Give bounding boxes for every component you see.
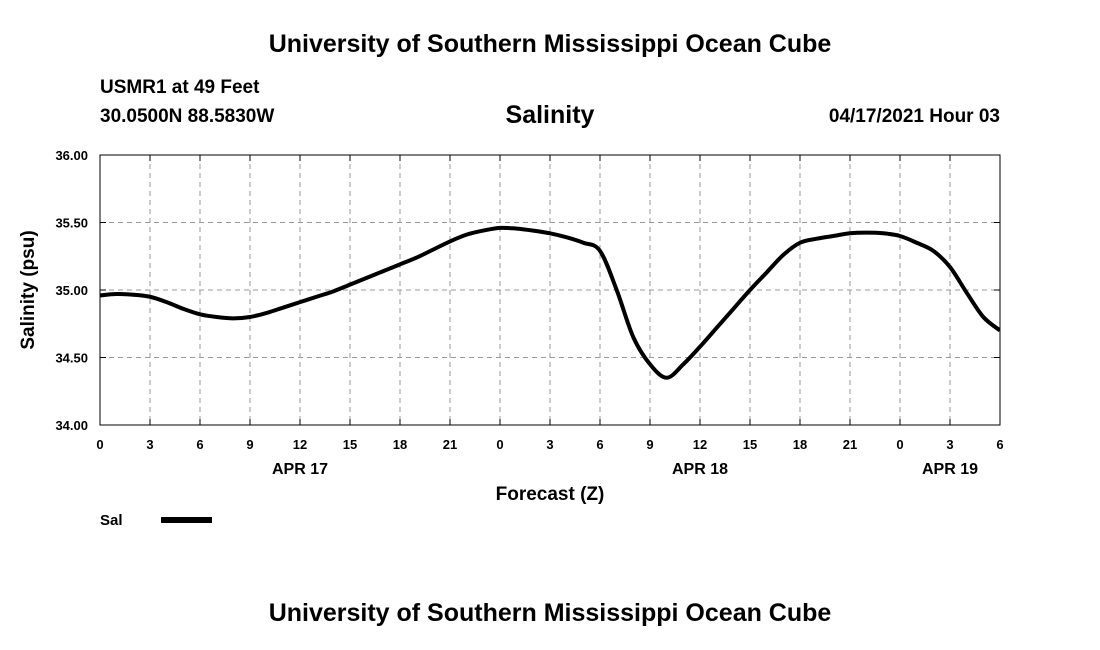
x-tick-label: 0 (96, 437, 103, 452)
x-axis-title: Forecast (Z) (496, 484, 605, 505)
y-tick-label: 36.00 (55, 148, 88, 163)
y-tick-label: 34.50 (55, 351, 88, 366)
x-tick-label: 3 (146, 437, 153, 452)
day-label: APR 17 (272, 461, 328, 478)
x-tick-label: 3 (546, 437, 553, 452)
axis-labels: 0 3 6 9 12 15 18 21 0 3 6 9 12 15 18 21 0 3 6 34.00 34.50 35.… (18, 148, 1004, 505)
x-tick-label: 12 (293, 437, 307, 452)
x-tick-label: 15 (743, 437, 757, 452)
x-tick-label: 9 (646, 437, 653, 452)
y-axis-title: Salinity (psu) (18, 230, 39, 349)
parameter-title: Salinity (505, 101, 595, 129)
x-tick-label: 9 (246, 437, 253, 452)
x-tick-label: 0 (496, 437, 503, 452)
x-tick-label: 21 (443, 437, 457, 452)
series-layer (100, 225, 1000, 380)
x-tick-label: 12 (693, 437, 707, 452)
x-tick-label: 6 (996, 437, 1003, 452)
day-label: APR 19 (922, 461, 978, 478)
x-tick-label: 18 (793, 437, 807, 452)
chart-title: University of Southern Mississippi Ocean… (268, 30, 832, 58)
legend: Sal (100, 512, 212, 529)
x-tick-label: 6 (596, 437, 603, 452)
y-tick-label: 35.00 (55, 283, 88, 298)
station-label: USMR1 at 49 Feet (100, 77, 260, 98)
x-tick-label: 0 (896, 437, 903, 452)
x-tick-label: 3 (946, 437, 953, 452)
x-tick-label: 6 (196, 437, 203, 452)
station-coordinates: 30.0500N 88.5830W (100, 106, 275, 127)
x-tick-label: 21 (843, 437, 857, 452)
series-line-sal (100, 225, 1000, 380)
y-tick-label: 35.50 (55, 216, 88, 231)
grid-lines (100, 155, 1000, 425)
day-label: APR 18 (672, 461, 728, 478)
y-tick-label: 34.00 (55, 418, 88, 433)
footer-title: University of Southern Mississippi Ocean… (268, 599, 832, 627)
legend-label: Sal (100, 512, 123, 529)
x-tick-label: 18 (393, 437, 407, 452)
axis-ticks (99, 154, 1001, 426)
x-tick-label: 15 (343, 437, 357, 452)
forecast-datetime: 04/17/2021 Hour 03 (828, 106, 1000, 127)
